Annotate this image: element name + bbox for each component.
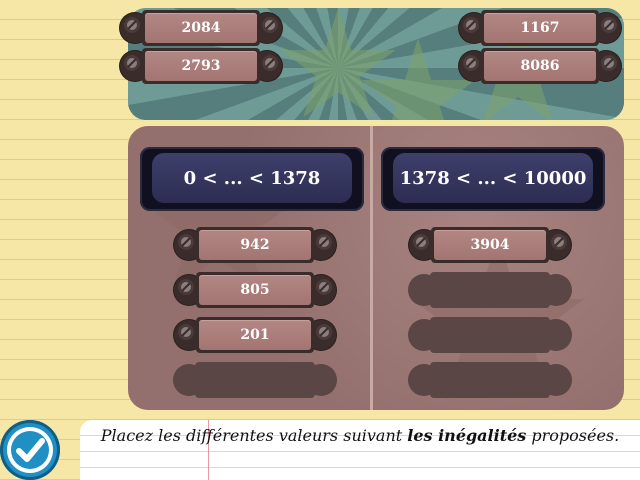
source-tile[interactable]: 2084 — [120, 10, 282, 46]
screw-icon — [413, 234, 429, 250]
range-header-right: 1378 < ... < 10000 — [381, 147, 605, 211]
source-tile[interactable]: 2793 — [120, 48, 282, 84]
column-divider — [370, 126, 373, 410]
tile-value: 201 — [199, 320, 311, 350]
range-header-left: 0 < ... < 1378 — [140, 147, 364, 211]
source-tile[interactable]: 1167 — [459, 10, 621, 46]
screw-icon — [463, 17, 479, 33]
screw-icon — [178, 279, 194, 295]
placed-tile[interactable]: 805 — [174, 272, 336, 308]
screw-icon — [601, 17, 617, 33]
screw-icon — [178, 234, 194, 250]
screw-icon — [551, 234, 567, 250]
empty-slot[interactable] — [173, 362, 337, 398]
screw-icon — [124, 55, 140, 71]
screw-icon — [124, 17, 140, 33]
validate-button[interactable] — [0, 420, 60, 480]
screw-icon — [316, 279, 332, 295]
screw-icon — [316, 324, 332, 340]
screw-icon — [262, 17, 278, 33]
placed-tile[interactable]: 201 — [174, 317, 336, 353]
tile-value: 2084 — [145, 13, 257, 43]
tile-value: 1167 — [484, 13, 596, 43]
empty-slot[interactable] — [408, 272, 572, 308]
tile-value: 3904 — [434, 230, 546, 260]
placed-tile[interactable]: 942 — [174, 227, 336, 263]
empty-slot[interactable] — [408, 317, 572, 353]
range-label: 0 < ... < 1378 — [152, 153, 352, 203]
instruction-text: Placez les différentes valeurs suivant l… — [100, 426, 620, 445]
screw-icon — [463, 55, 479, 71]
range-label: 1378 < ... < 10000 — [393, 153, 593, 203]
screw-icon — [601, 55, 617, 71]
screw-icon — [316, 234, 332, 250]
tile-value: 8086 — [484, 51, 596, 81]
instruction-panel: Placez les différentes valeurs suivant l… — [80, 420, 640, 480]
notebook-margin-line — [208, 420, 209, 480]
source-tile[interactable]: 8086 — [459, 48, 621, 84]
tile-value: 805 — [199, 275, 311, 305]
tile-value: 942 — [199, 230, 311, 260]
checkmark-icon — [16, 438, 45, 462]
placed-tile[interactable]: 3904 — [409, 227, 571, 263]
screw-icon — [178, 324, 194, 340]
tile-value: 2793 — [145, 51, 257, 81]
screw-icon — [262, 55, 278, 71]
empty-slot[interactable] — [408, 362, 572, 398]
